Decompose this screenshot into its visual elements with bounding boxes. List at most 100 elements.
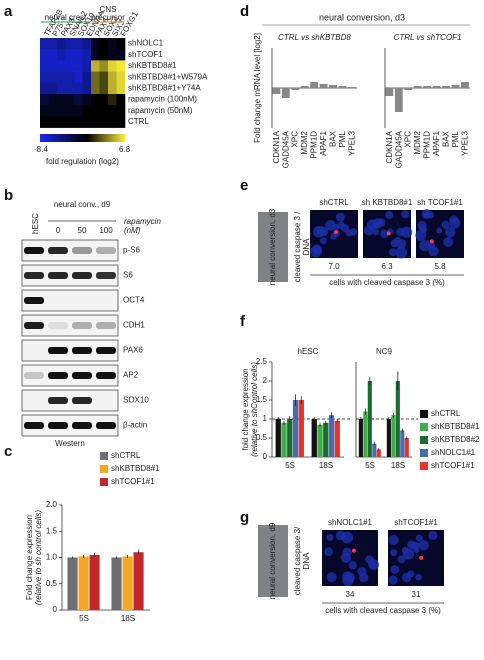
nucleus [388,534,399,546]
bar [423,86,432,88]
heatmap-cell [91,94,100,106]
bar [287,419,293,457]
blot-label: PAX6 [123,346,143,355]
panel-label: a [4,3,13,20]
heatmap-cell [82,82,92,95]
bar [385,88,394,96]
x-tick-label: PML [451,130,460,147]
heatmap-cell [108,116,117,128]
x-tick-label: GADD45A [394,130,403,168]
legend-swatch [100,465,108,473]
nucleus [342,571,353,582]
lane-label: 0 [56,226,61,235]
band [96,322,116,329]
heatmap-cell [82,71,92,84]
blot-frame [21,289,119,312]
nucleus [345,229,354,237]
sample-value: 6.3 [381,262,393,271]
heatmap-cell [65,49,75,61]
sample-label: sh KBTBD8#1 [362,198,413,207]
band [96,272,116,279]
heatmap-cell [116,49,126,61]
nucleus [388,575,398,585]
bar [363,411,368,457]
blot-label: SOX10 [123,396,149,405]
row-label: rapamycin (50nM) [128,106,193,115]
blot-label: CDH1 [123,321,145,330]
blot-frame [21,314,119,337]
y-tick-label: 0.5 [46,579,58,588]
chart-title: hESC [298,347,319,356]
band [72,322,92,329]
bar [311,419,317,457]
caption: cells with cleaved caspase 3 (%) [329,278,445,287]
blot-frame [21,389,119,412]
sample-value: 5.8 [434,262,446,271]
x-tick-label: 18S [121,614,135,623]
nucleus [401,546,410,555]
blot-label: p-S6 [123,246,140,255]
x-tick-label: CDKN1A [272,130,281,163]
x-tick-label: APAF1 [432,130,441,155]
y-tick-label: 1.0 [46,553,58,562]
heatmap-cell [82,105,92,117]
x-tick-label: PPM1D [310,131,319,159]
nucleus [335,212,345,222]
heatmap-cell [65,105,75,117]
row-label: shNOLC1 [128,39,164,48]
heatmap-cell [57,49,66,61]
band [48,422,68,429]
band [96,247,116,254]
nucleus [395,246,408,259]
stain-blue: DNA [302,238,311,256]
sample-label: sh TCOF1#1 [417,198,463,207]
legend-label: shNOLC1#1 [431,448,476,457]
nucleus [357,567,367,577]
heatmap-cell [48,49,58,61]
band [24,422,44,429]
nucleus [445,226,456,238]
nucleus [316,226,327,236]
nucleus [324,547,333,557]
heatmap-cell [108,82,117,95]
bar [122,556,133,610]
band [24,297,44,304]
heatmap-cell [57,116,66,128]
nucleus [319,237,327,245]
sample-label: shNOLC1#1 [328,518,373,527]
nucleus [441,220,450,229]
panel-label: c [4,443,12,460]
x-tick-label: XPC [291,131,300,148]
heatmap-cell [99,38,109,50]
bar [272,88,281,94]
heatmap-cell [99,49,109,61]
y-tick-label: 2 [263,376,268,385]
blot-label: S6 [123,271,133,280]
sample-value: 34 [346,590,355,599]
heatmap-cell [57,94,66,106]
sample-value: 31 [412,590,421,599]
heatmap-cell [74,38,83,50]
heatmap-cell [91,116,100,128]
nucleus [313,247,321,255]
heatmap-cell [65,82,75,95]
group-label: CNS [100,5,117,14]
y-tick-label: 0 [263,452,268,461]
heatmap-cell [116,116,126,128]
panel-label: d [240,3,249,20]
side-box [258,525,288,597]
heatmap-cell [74,71,83,84]
heatmap-cell [57,38,66,50]
nucleus [420,226,427,234]
chart-title: CTRL vs shTCOF1 [394,33,462,42]
heatmap-cell [40,94,49,106]
heatmap-cell [99,60,109,72]
legend-label: shKBTBD8#1 [111,464,160,473]
heatmap-cell [116,94,126,106]
nucleus [428,246,439,257]
heatmap-cell [82,49,92,61]
y-axis-label: fold change expression [241,368,250,450]
heatmap-cell [99,71,109,84]
heatmap-cell [65,94,75,106]
heatmap-cell [91,60,100,72]
